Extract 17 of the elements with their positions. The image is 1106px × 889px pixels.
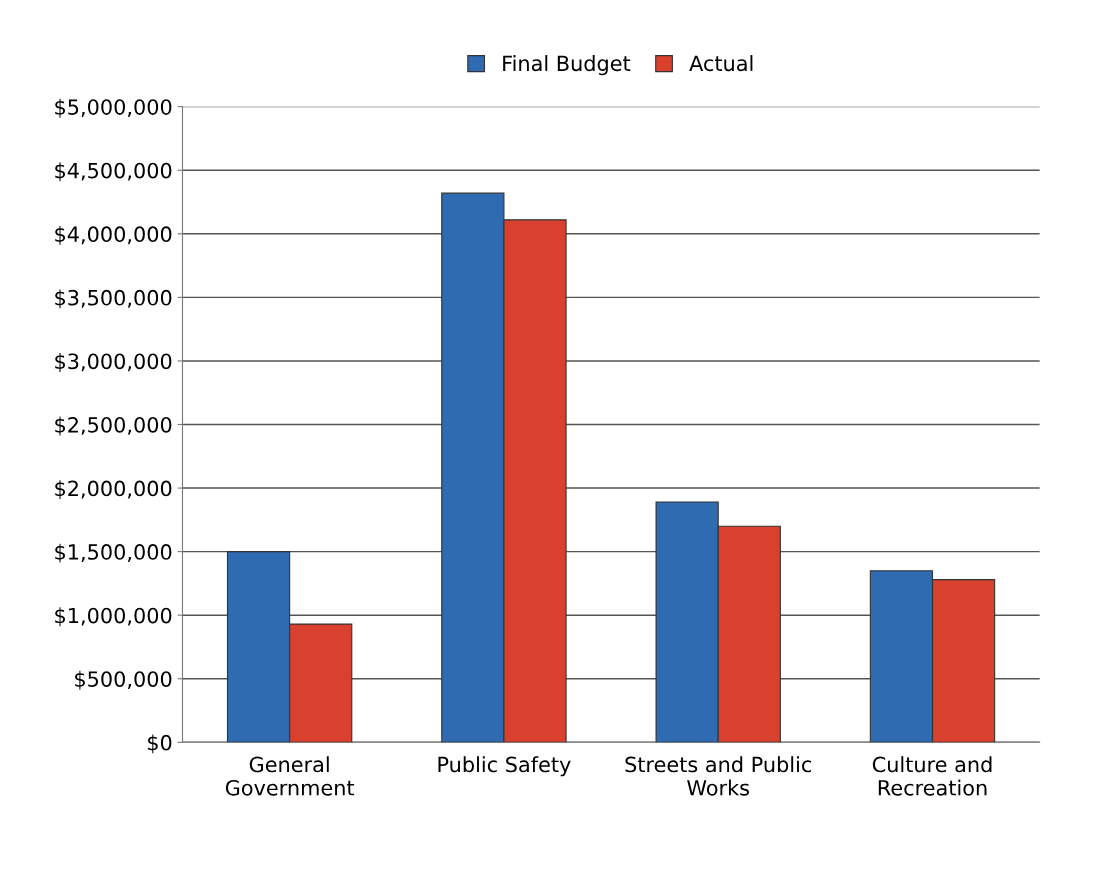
x-tick-label: Culture and Recreation <box>872 756 992 796</box>
x-tick-label: General Government <box>225 756 355 796</box>
x-tick-label: Public Safety <box>438 756 571 777</box>
y-tick-label: $1,500,000 <box>55 543 172 563</box>
x-tick-label: Streets and Public Works <box>625 756 812 796</box>
y-tick-label: $4,000,000 <box>55 225 172 245</box>
y-tick-label: $2,500,000 <box>55 416 172 436</box>
y-tick-label: $5,000,000 <box>55 98 172 118</box>
y-tick-label: $0 <box>147 734 172 754</box>
y-tick-label: $2,000,000 <box>55 480 172 500</box>
y-tick-label: $1,000,000 <box>55 607 172 627</box>
legend-label: Final Budget <box>503 55 631 76</box>
y-tick-label: $3,000,000 <box>55 353 172 372</box>
y-tick-label: $3,500,000 <box>55 289 172 309</box>
y-tick-label: $500,000 <box>75 670 172 690</box>
legend-label: Actual <box>689 55 753 72</box>
y-tick-label: $4,500,000 <box>55 162 172 182</box>
